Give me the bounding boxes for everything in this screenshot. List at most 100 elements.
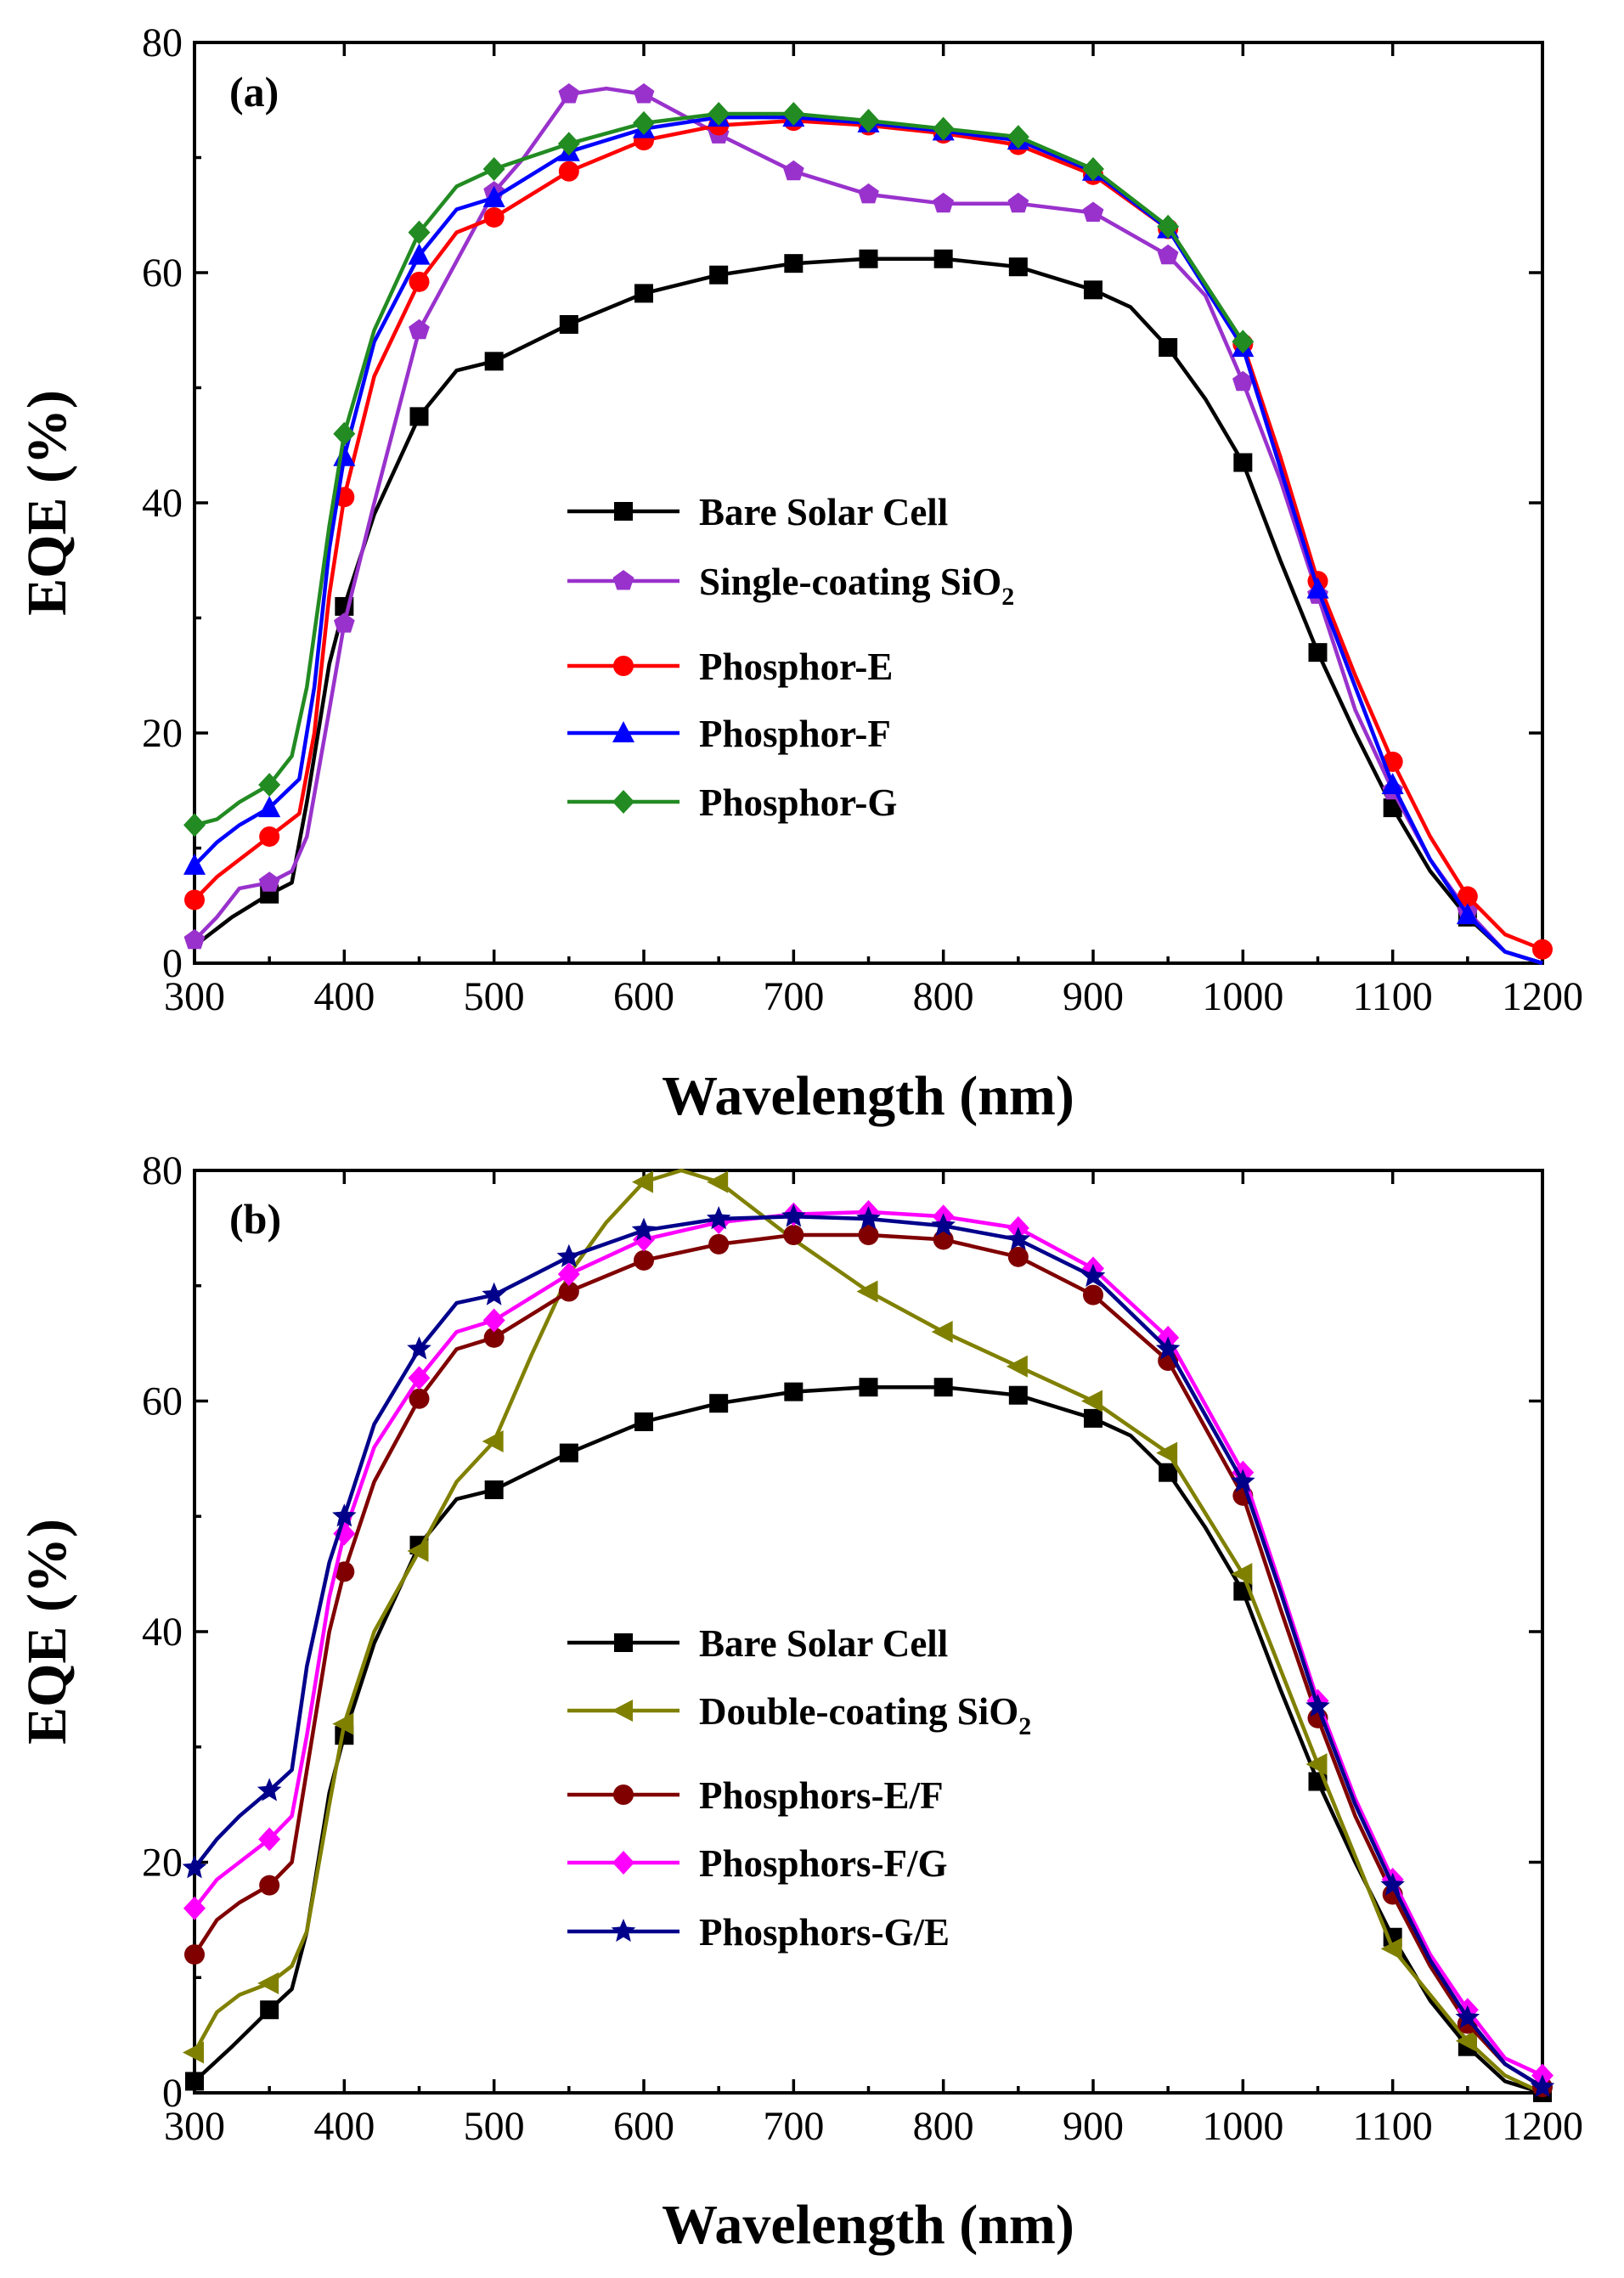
panel-a-legend-marker [612,721,634,742]
panel-a-legend-item: Phosphor-E [567,646,893,688]
panel-b-legend-item: Phosphors-F/G [567,1842,948,1885]
panel-a: (a) 300 400 500 600 700 800 900 1000 1100 1200 0 20… [16,20,1583,1127]
panel-b-data-point [334,1561,355,1582]
panel-a-y-tick-label: 0 [162,941,183,986]
panel-a-y-tick-label: 20 [142,711,183,756]
panel-b-x-tick-label: 600 [613,2104,674,2149]
panel-a-legend-label: Bare Solar Cell [699,491,948,533]
panel-a-y-tick-label: 60 [142,251,183,296]
panel-a-x-tick-label: 1100 [1353,974,1433,1019]
panel-b-data-point [259,1875,280,1896]
panel-a-data-point [858,183,879,204]
panel-a-ticks: 300 400 500 600 700 800 900 1000 1100 1200 0 20 40 60… [142,20,1583,1019]
panel-b-x-tick-label: 300 [164,2104,225,2149]
panel-b-data-point [1006,1226,1031,1250]
panel-a-data-point [1381,772,1404,794]
panel-b-data-point [1084,1408,1102,1428]
panel-b-data-point [482,1282,506,1305]
panel-a-y-tick-label: 80 [142,20,183,65]
panel-a-legend-marker [614,502,633,521]
panel-a-legend-label: Phosphor-F [699,713,891,755]
panel-a-data-point [409,319,430,340]
panel-b-x-tick-label: 900 [1063,2104,1124,2149]
panel-a-data-point [1008,257,1028,277]
panel-a-x-tick-label: 1000 [1202,974,1283,1019]
panel-b-legend-item: Bare Solar Cell [567,1622,948,1665]
panel-b-legend-item: Phosphors-G/E [567,1911,950,1954]
panel-b-data-point [257,1778,282,1802]
panel-b-y-tick-label: 80 [142,1148,183,1193]
panel-a-data-point [409,271,430,292]
panel-b-x-tick-label: 800 [913,2104,974,2149]
panel-b-legend-subscript: 2 [1018,1712,1031,1740]
panel-a-x-tick-label: 300 [164,974,225,1019]
panel-b-data-point [1006,1355,1028,1378]
panel-a-data-point [1233,453,1253,472]
panel-b-legend-label: Double-coating SiO2 [699,1690,1031,1740]
panel-a-data-point [634,284,653,303]
panel-a-data-point [258,772,281,797]
panel-b-data-point [1455,2029,1477,2052]
panel-b-data-point [182,1855,207,1879]
panel-b-data-point [483,1327,505,1348]
panel-b-data-point [709,1394,729,1413]
panel-b-ticks: 300 400 500 600 700 800 900 1000 1100 1200 0 20 40 60… [142,1148,1583,2149]
panel-a-legend-marker [612,570,634,590]
panel-a-series [183,83,1553,966]
panel-b-data-point [931,1321,953,1344]
panel-a-x-tick-label: 700 [763,974,824,1019]
panel-a-data-point [709,265,729,285]
panel-a-x-tick-label: 1200 [1502,974,1583,1019]
panel-a-legend-label: Single-coating SiO2 [699,561,1014,611]
panel-b-data-point [933,1229,954,1250]
panel-b-data-point [634,1412,653,1431]
panel-b-data-point [1305,1753,1328,1776]
panel-b-data-point [183,2041,204,2064]
panel-b-legend-marker [612,1700,633,1722]
panel-b-data-point [632,1170,653,1193]
panel-b-x-tick-label: 1000 [1202,2104,1283,2149]
panel-a-data-point [1532,939,1553,960]
panel-b-legend-label: Phosphors-F/G [699,1842,948,1885]
panel-b-series-line [193,1168,1543,2095]
panel-b-data-point [781,1204,806,1227]
panel-b-x-tick-label: 1200 [1502,2104,1583,2149]
panel-a-series-line [193,86,1543,966]
panel-a-data-point [859,249,878,268]
panel-a-data-point [633,110,655,135]
panel-b-data-point [559,1443,578,1463]
panel-b-legend-marker [611,1919,636,1943]
panel-a-data-point [333,421,356,446]
panel-a-data-point [482,157,505,182]
panel-a-data-point [259,826,280,847]
panel-a-data-point [633,83,655,104]
panel-a-legend-item: Bare Solar Cell [567,491,948,533]
panel-b-data-point [1455,2005,1480,2028]
panel-b-data-point [408,1366,431,1390]
panel-a-x-tick-label: 400 [313,974,375,1019]
panel-a-legend-label: Phosphor-G [699,781,897,824]
panel-b-x-tick-label: 1100 [1353,2104,1433,2149]
panel-b-data-point [184,1944,205,1965]
panel-a-data-point [1232,330,1255,354]
panel-a-data-point [334,612,355,633]
panel-b-y-tick-label: 0 [162,2071,183,2116]
panel-b-data-point [257,1972,279,1995]
panel-b-legend-item: Phosphors-E/F [567,1774,944,1817]
panel-b-data-point [1008,1385,1028,1405]
panel-b-series-line [193,1215,1544,2089]
panel-b-data-point [482,1308,505,1333]
panel-b-legend-marker [614,1633,633,1652]
panel-a-legend-item: Phosphor-F [567,713,891,755]
panel-b-series-1 [183,1168,1543,2095]
panel-b-data-point [332,1503,357,1527]
panel-a-data-point [183,853,206,875]
panel-a-series-line [193,118,1543,951]
panel-b: (b) 300 400 500 600 700 800 900 1000 1100 1200 0 20… [16,1148,1583,2256]
panel-a-data-point [258,871,280,892]
panel-b-data-point [484,1480,504,1500]
panel-a-data-point [784,254,804,273]
panel-a-data-point [558,83,580,104]
panel-b-legend-item: Double-coating SiO2 [567,1690,1031,1740]
panel-b-y-axis-title: EQE (%) [16,1519,78,1745]
